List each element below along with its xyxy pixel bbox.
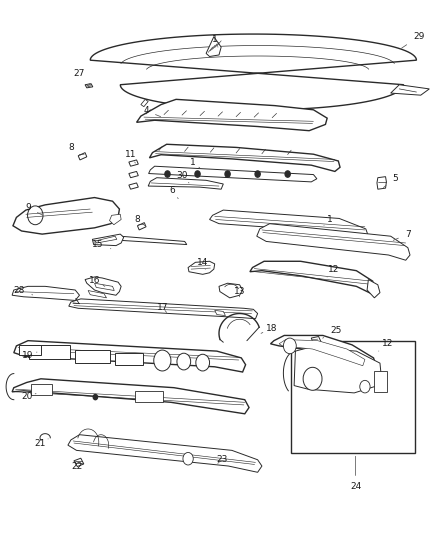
Text: 16: 16	[89, 276, 105, 286]
Text: 11: 11	[125, 150, 137, 163]
Text: 14: 14	[197, 258, 208, 270]
Polygon shape	[12, 286, 79, 301]
Text: 13: 13	[234, 287, 245, 297]
Polygon shape	[250, 261, 374, 294]
Text: 1: 1	[212, 35, 218, 47]
Bar	[29, 345, 70, 359]
Polygon shape	[68, 435, 262, 472]
Text: 1: 1	[191, 158, 200, 168]
Polygon shape	[69, 299, 258, 319]
Text: 5: 5	[383, 174, 398, 188]
Polygon shape	[78, 152, 87, 160]
Polygon shape	[219, 283, 243, 298]
Polygon shape	[148, 166, 317, 182]
Polygon shape	[12, 379, 249, 414]
Bar	[291, 341, 415, 454]
Polygon shape	[129, 183, 138, 189]
Polygon shape	[377, 176, 386, 189]
Polygon shape	[120, 236, 187, 245]
Text: 19: 19	[22, 351, 37, 360]
Circle shape	[154, 350, 171, 371]
Polygon shape	[110, 214, 121, 225]
Circle shape	[303, 367, 322, 390]
Text: 20: 20	[21, 392, 36, 400]
Polygon shape	[215, 310, 226, 316]
Polygon shape	[279, 340, 365, 366]
Bar	[135, 391, 163, 402]
Polygon shape	[129, 172, 138, 177]
Circle shape	[177, 353, 191, 370]
Text: 23: 23	[217, 455, 228, 464]
Text: 24: 24	[350, 456, 361, 491]
Polygon shape	[14, 341, 246, 372]
Circle shape	[195, 171, 200, 177]
Bar	[374, 371, 387, 392]
Polygon shape	[95, 236, 117, 243]
Polygon shape	[13, 198, 120, 234]
Text: 9: 9	[25, 204, 42, 215]
Text: 28: 28	[14, 286, 33, 295]
Polygon shape	[141, 99, 148, 107]
Circle shape	[225, 171, 230, 177]
Polygon shape	[209, 210, 368, 241]
Polygon shape	[138, 223, 146, 230]
Polygon shape	[85, 84, 93, 88]
Polygon shape	[367, 280, 380, 298]
Text: 15: 15	[92, 240, 111, 249]
Polygon shape	[206, 37, 221, 56]
Circle shape	[28, 206, 43, 225]
Polygon shape	[391, 85, 429, 95]
Text: 12: 12	[327, 265, 340, 277]
Polygon shape	[88, 290, 106, 298]
Circle shape	[196, 354, 209, 371]
Circle shape	[93, 394, 98, 400]
Text: 8: 8	[134, 215, 145, 226]
Polygon shape	[137, 99, 327, 131]
Circle shape	[360, 381, 370, 393]
Text: 22: 22	[71, 462, 82, 471]
Circle shape	[165, 171, 170, 177]
Bar	[115, 353, 143, 365]
Polygon shape	[257, 224, 410, 260]
Polygon shape	[129, 160, 138, 166]
Text: 12: 12	[379, 340, 393, 351]
Text: 27: 27	[74, 69, 90, 85]
Polygon shape	[311, 336, 321, 344]
Polygon shape	[85, 277, 121, 295]
Text: 29: 29	[402, 32, 424, 48]
Text: 18: 18	[261, 324, 277, 333]
Polygon shape	[74, 458, 84, 466]
Text: 6: 6	[169, 186, 178, 199]
Polygon shape	[188, 261, 215, 274]
Bar	[19, 345, 41, 356]
Circle shape	[285, 171, 290, 177]
Polygon shape	[149, 144, 340, 172]
Polygon shape	[92, 234, 124, 246]
Circle shape	[255, 171, 260, 177]
Bar	[75, 350, 110, 362]
Circle shape	[183, 453, 193, 465]
Text: 25: 25	[323, 326, 342, 338]
Text: 17: 17	[157, 303, 168, 312]
Polygon shape	[271, 335, 377, 375]
Text: 21: 21	[34, 439, 48, 448]
Polygon shape	[95, 283, 114, 290]
Text: 7: 7	[393, 230, 411, 240]
Text: 8: 8	[68, 143, 80, 155]
Polygon shape	[294, 348, 381, 393]
Text: 30: 30	[177, 171, 189, 183]
Polygon shape	[148, 177, 223, 189]
Text: 1: 1	[324, 215, 332, 225]
Text: 4: 4	[143, 107, 161, 117]
Circle shape	[283, 338, 296, 354]
Bar	[31, 384, 52, 395]
Polygon shape	[90, 34, 417, 110]
